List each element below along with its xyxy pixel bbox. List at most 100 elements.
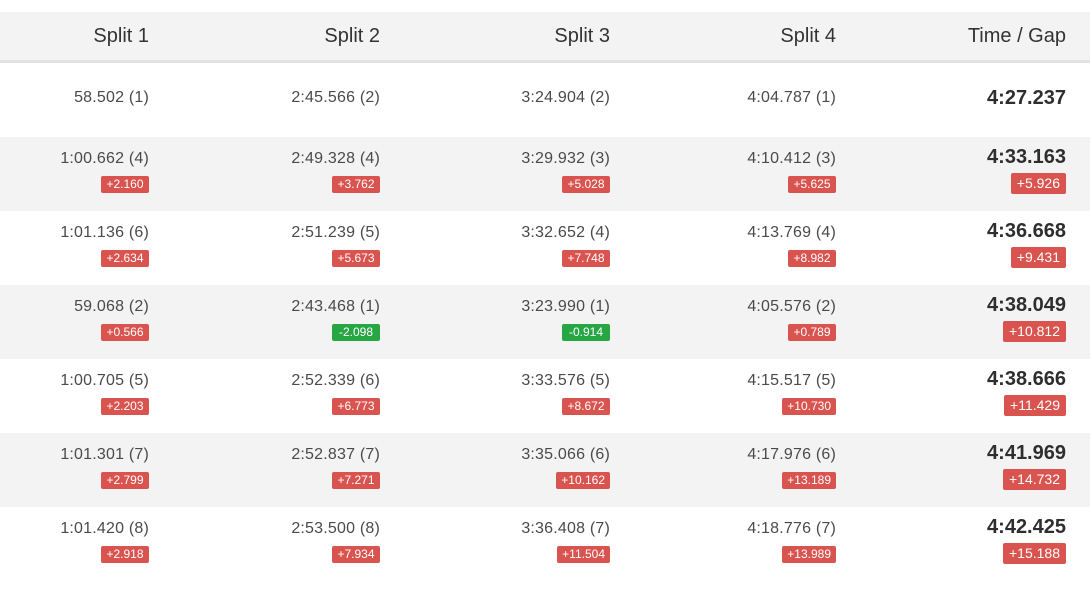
split-time: 3:36.408 (7) bbox=[521, 520, 610, 537]
split-gap-badge: +5.028 bbox=[562, 176, 610, 193]
split-time: 2:52.339 (6) bbox=[291, 372, 380, 389]
split-1-cell: 58.502 (1) bbox=[74, 63, 149, 163]
header-split-4: Split 4 bbox=[780, 25, 836, 47]
split-gap-badge: -2.098 bbox=[332, 324, 380, 341]
split-4-cell: 4:10.412 (3) +5.625 bbox=[747, 137, 836, 224]
table-row: 1:01.136 (6) +2.634 2:51.239 (5) +5.673 3:32… bbox=[0, 211, 1090, 285]
split-time: 1:00.662 (4) bbox=[60, 150, 149, 167]
total-time-cell: 4:41.969 +14.732 bbox=[987, 433, 1066, 516]
split-gap-badge: +8.982 bbox=[788, 250, 836, 267]
split-gap-badge: +7.271 bbox=[332, 472, 380, 489]
split-time: 3:29.932 (3) bbox=[521, 150, 610, 167]
total-time-cell: 4:38.666 +11.429 bbox=[987, 359, 1066, 442]
split-4-cell: 4:04.787 (1) bbox=[747, 63, 836, 163]
split-time: 2:51.239 (5) bbox=[291, 224, 380, 241]
table-row: 59.068 (2) +0.566 2:43.468 (1) -2.098 3:23.9… bbox=[0, 285, 1090, 359]
split-3-cell: 3:29.932 (3) +5.028 bbox=[521, 137, 610, 224]
header-split-1: Split 1 bbox=[93, 25, 149, 47]
total-time-cell: 4:27.237 bbox=[987, 63, 1066, 161]
split-gap-badge: +2.203 bbox=[101, 398, 149, 415]
split-gap-badge: +0.566 bbox=[101, 324, 149, 341]
split-4-cell: 4:17.976 (6) +13.189 bbox=[747, 433, 836, 520]
split-gap-badge: +7.748 bbox=[562, 250, 610, 267]
total-time-cell: 4:42.425 +15.188 bbox=[987, 507, 1066, 590]
split-2-cell: 2:51.239 (5) +5.673 bbox=[291, 211, 380, 298]
split-time: 1:00.705 (5) bbox=[60, 372, 149, 389]
split-gap-badge: +11.504 bbox=[557, 546, 610, 563]
table-header: Split 1 Split 2 Split 3 Split 4 Time / G… bbox=[0, 12, 1090, 63]
split-3-cell: 3:36.408 (7) +11.504 bbox=[521, 507, 610, 594]
total-time-cell: 4:36.668 +9.431 bbox=[987, 211, 1066, 294]
split-time: 2:52.837 (7) bbox=[291, 446, 380, 463]
split-gap-badge: +8.672 bbox=[562, 398, 610, 415]
split-gap-badge: +13.189 bbox=[782, 472, 836, 489]
total-gap-badge: +5.926 bbox=[1010, 173, 1066, 194]
total-time: 4:42.425 bbox=[987, 516, 1066, 538]
split-time: 59.068 (2) bbox=[74, 298, 149, 315]
split-time: 3:24.904 (2) bbox=[521, 89, 610, 106]
split-time: 2:45.566 (2) bbox=[291, 89, 380, 106]
split-2-cell: 2:49.328 (4) +3.762 bbox=[291, 137, 380, 224]
split-2-cell: 2:43.468 (1) -2.098 bbox=[291, 285, 380, 372]
header-time-gap: Time / Gap bbox=[967, 25, 1066, 47]
total-time: 4:41.969 bbox=[987, 442, 1066, 464]
split-2-cell: 2:45.566 (2) bbox=[291, 63, 380, 163]
split-gap-badge: +5.673 bbox=[332, 250, 380, 267]
split-4-cell: 4:13.769 (4) +8.982 bbox=[747, 211, 836, 298]
split-3-cell: 3:23.990 (1) -0.914 bbox=[521, 285, 610, 372]
split-4-cell: 4:05.576 (2) +0.789 bbox=[747, 285, 836, 372]
table-row: 1:00.705 (5) +2.203 2:52.339 (6) +6.773 3:33… bbox=[0, 359, 1090, 433]
split-4-cell: 4:18.776 (7) +13.989 bbox=[747, 507, 836, 594]
split-gap-badge: +3.762 bbox=[332, 176, 380, 193]
split-time: 4:15.517 (5) bbox=[747, 372, 836, 389]
split-time: 3:32.652 (4) bbox=[521, 224, 610, 241]
split-time: 3:35.066 (6) bbox=[521, 446, 610, 463]
table-row: 58.502 (1) 2:45.566 (2) 3:24.904 (2) 4:04.7… bbox=[0, 63, 1090, 137]
split-3-cell: 3:35.066 (6) +10.162 bbox=[521, 433, 610, 520]
split-3-cell: 3:32.652 (4) +7.748 bbox=[521, 211, 610, 298]
split-gap-badge: +10.162 bbox=[556, 472, 610, 489]
total-time: 4:36.668 bbox=[987, 220, 1066, 242]
split-gap-badge: -0.914 bbox=[562, 324, 610, 341]
split-1-cell: 1:00.662 (4) +2.160 bbox=[60, 137, 149, 224]
split-1-cell: 1:01.136 (6) +2.634 bbox=[60, 211, 149, 298]
split-time: 4:04.787 (1) bbox=[747, 89, 836, 106]
total-gap-badge: +15.188 bbox=[1003, 543, 1066, 564]
total-gap-badge: +10.812 bbox=[1003, 321, 1066, 342]
total-gap-badge: +9.431 bbox=[1010, 247, 1066, 268]
split-time: 3:23.990 (1) bbox=[521, 298, 610, 315]
split-2-cell: 2:52.339 (6) +6.773 bbox=[291, 359, 380, 446]
table-row: 1:01.420 (8) +2.918 2:53.500 (8) +7.934 3:36… bbox=[0, 507, 1090, 581]
total-gap-badge: +11.429 bbox=[1004, 395, 1066, 416]
split-time: 2:53.500 (8) bbox=[291, 520, 380, 537]
split-time: 1:01.420 (8) bbox=[60, 520, 149, 537]
split-gap-badge: +0.789 bbox=[788, 324, 836, 341]
split-time: 2:49.328 (4) bbox=[291, 150, 380, 167]
split-3-cell: 3:24.904 (2) bbox=[521, 63, 610, 163]
split-2-cell: 2:53.500 (8) +7.934 bbox=[291, 507, 380, 594]
total-time: 4:38.049 bbox=[987, 294, 1066, 316]
split-3-cell: 3:33.576 (5) +8.672 bbox=[521, 359, 610, 446]
split-gap-badge: +2.918 bbox=[101, 546, 149, 563]
split-time: 4:05.576 (2) bbox=[747, 298, 836, 315]
total-time: 4:27.237 bbox=[987, 87, 1066, 109]
total-time-cell: 4:38.049 +10.812 bbox=[987, 285, 1066, 368]
split-gap-badge: +10.730 bbox=[782, 398, 836, 415]
table-row: 1:01.301 (7) +2.799 2:52.837 (7) +7.271 3:35… bbox=[0, 433, 1090, 507]
table-row: 1:00.662 (4) +2.160 2:49.328 (4) +3.762 3:29… bbox=[0, 137, 1090, 211]
split-gap-badge: +13.989 bbox=[782, 546, 836, 563]
split-time: 4:13.769 (4) bbox=[747, 224, 836, 241]
total-gap-badge: +14.732 bbox=[1003, 469, 1066, 490]
split-time: 4:18.776 (7) bbox=[747, 520, 836, 537]
split-gap-badge: +2.634 bbox=[101, 250, 149, 267]
split-time: 2:43.468 (1) bbox=[291, 298, 380, 315]
split-gap-badge: +6.773 bbox=[332, 398, 380, 415]
split-time: 1:01.301 (7) bbox=[60, 446, 149, 463]
header-split-3: Split 3 bbox=[554, 25, 610, 47]
split-time: 1:01.136 (6) bbox=[60, 224, 149, 241]
total-time-cell: 4:33.163 +5.926 bbox=[987, 137, 1066, 220]
total-time: 4:38.666 bbox=[987, 368, 1066, 390]
split-time: 4:10.412 (3) bbox=[747, 150, 836, 167]
split-1-cell: 59.068 (2) +0.566 bbox=[74, 285, 149, 372]
header-split-2: Split 2 bbox=[324, 25, 380, 47]
